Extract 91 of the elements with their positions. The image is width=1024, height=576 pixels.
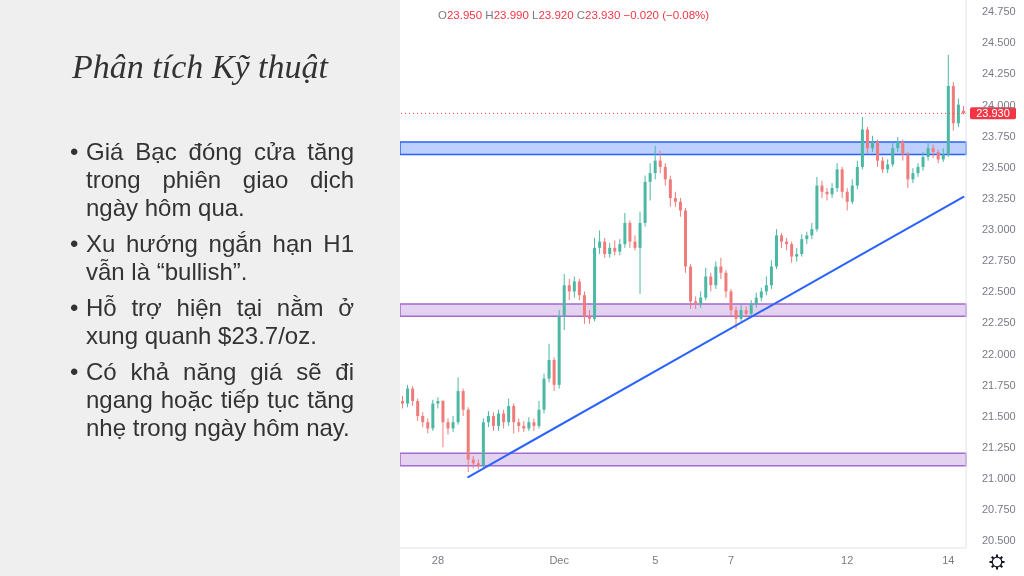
candlestick <box>734 305 738 330</box>
text: • Hỗ trợ hiện tại nằm ở xung quanh $23.7/oz. <box>70 294 354 350</box>
y-tick-label: 24.250 <box>982 67 1016 80</box>
candlestick <box>623 212 627 249</box>
y-tick-label: 22.750 <box>982 254 1016 267</box>
y-tick-label: 21.500 <box>982 409 1016 422</box>
candlestick <box>709 272 713 292</box>
candlestick <box>840 166 844 199</box>
candlestick <box>527 416 531 432</box>
text: • Có khả năng giá sẽ đi ngang hoặc tiếp tục tăng nhẹ trong ngày hôm nay. <box>70 358 354 442</box>
y-tick-label: 22.000 <box>982 347 1016 360</box>
candlestick <box>764 275 768 296</box>
candlestick <box>729 288 733 317</box>
candlestick <box>916 162 920 178</box>
y-tick-label: 21.250 <box>982 441 1016 454</box>
candlestick <box>668 175 672 208</box>
candlestick <box>411 385 415 407</box>
candlestick <box>598 229 602 255</box>
y-tick-label: 23.750 <box>982 129 1016 142</box>
candlestick <box>956 97 960 128</box>
x-tick-label: 5 <box>652 553 659 566</box>
candlestick <box>845 187 849 211</box>
candlestick <box>441 399 445 448</box>
candlestick <box>719 257 723 280</box>
candlestick <box>547 343 551 383</box>
y-tick-label: 23.250 <box>982 191 1016 204</box>
y-tick-label: 23.000 <box>982 223 1016 236</box>
candlestick <box>876 138 880 168</box>
y-tick-label: 20.750 <box>982 503 1016 516</box>
x-tick-label: 28 <box>431 553 445 566</box>
candlestick <box>532 417 536 432</box>
candlestick <box>451 415 455 433</box>
candlestick <box>724 269 728 299</box>
candlestick <box>810 222 814 240</box>
candlestick <box>648 162 652 202</box>
candlestick <box>678 197 682 218</box>
ref-line-label: 23.930 <box>976 107 1010 120</box>
x-tick-label: 7 <box>727 553 735 566</box>
candlestick <box>461 388 465 417</box>
candlestick <box>835 162 839 193</box>
candlestick <box>567 278 571 301</box>
candlestick <box>572 275 576 299</box>
candlestick <box>406 384 410 408</box>
candlestick <box>507 398 511 427</box>
text: • Giá Bạc đóng cửa tăng trong phiên giao dịch ngày hôm qua. <box>70 138 354 222</box>
candlestick <box>497 409 501 432</box>
candlestick <box>921 151 925 172</box>
candlestick <box>512 403 516 434</box>
candlestick <box>653 145 657 180</box>
y-tick-label: 20.500 <box>982 534 1016 547</box>
candlestick <box>790 241 794 264</box>
candlestick <box>704 267 708 301</box>
candlestick <box>800 233 804 258</box>
candlestick <box>865 126 869 154</box>
candlestick <box>901 138 905 162</box>
candlestick <box>658 150 662 174</box>
candlestick <box>714 261 718 290</box>
y-tick-label: 24.750 <box>982 5 1016 18</box>
candlestick <box>769 259 773 290</box>
candlestick <box>850 178 854 205</box>
y-tick-label: 24.500 <box>982 36 1016 49</box>
candlestick <box>502 409 506 429</box>
candlestick <box>830 182 834 199</box>
x-tick-label: 12 <box>841 553 854 566</box>
text: Phân tích Kỹ thuật <box>72 48 328 86</box>
candlestick <box>633 234 637 251</box>
y-tick-label: 22.250 <box>982 316 1016 329</box>
candlestick <box>582 290 586 325</box>
candlestick <box>491 411 495 432</box>
candlestick <box>537 400 541 429</box>
candlestick <box>926 140 930 162</box>
candlestick <box>577 278 581 301</box>
candlestick <box>855 160 859 190</box>
candlestick <box>663 162 667 187</box>
candlestick <box>446 417 450 436</box>
candlestick <box>416 398 420 422</box>
x-tick-label: Dec <box>549 553 570 566</box>
x-tick-label: 14 <box>942 553 955 566</box>
candlestick <box>911 167 915 184</box>
candlestick <box>603 237 607 259</box>
candlestick <box>628 219 632 249</box>
y-tick-label: 21.750 <box>982 378 1016 391</box>
candlestick <box>931 143 935 159</box>
candlestick <box>891 141 895 168</box>
text: • Xu hướng ngắn hạn H1 vẫn là “bullish”. <box>70 230 354 286</box>
y-tick-label: 22.500 <box>982 285 1016 298</box>
y-tick-label: 23.500 <box>982 160 1016 173</box>
candlestick <box>436 396 440 410</box>
annotation: O23.950 H23.990 L23.920 C23.930 −0.020 (−0.08%) <box>438 9 710 21</box>
candlestick <box>820 180 824 199</box>
y-tick-label: 21.000 <box>982 472 1016 485</box>
